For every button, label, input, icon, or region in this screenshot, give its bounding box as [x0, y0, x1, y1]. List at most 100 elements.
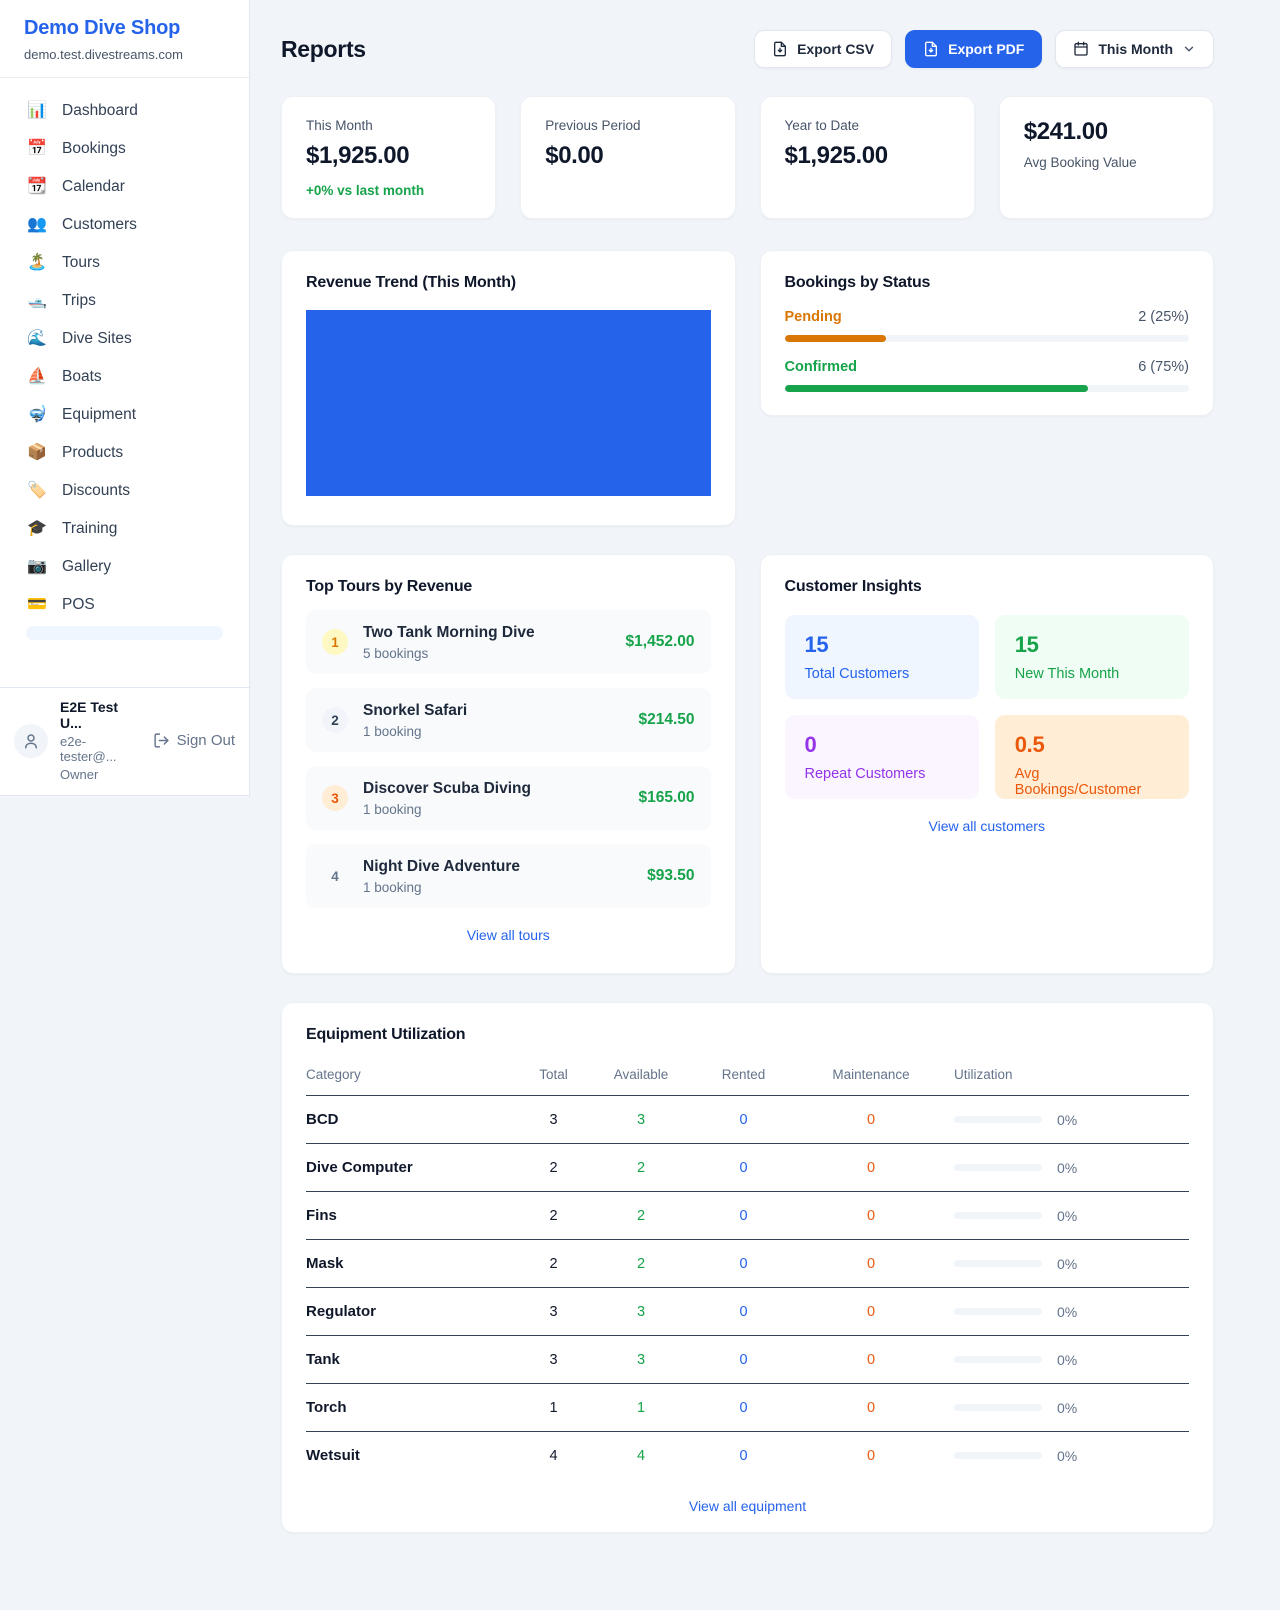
sidebar-item-products[interactable]: 📦 Products: [16, 434, 233, 472]
tile-value: 15: [1014, 632, 1039, 657]
utilization-percent: 0%: [1057, 1159, 1078, 1176]
tile-label: Repeat Customers: [804, 766, 926, 782]
tour-row: 1 Two Tank Morning Dive 5 bookings $1,45…: [306, 610, 711, 674]
export-pdf-button[interactable]: Export PDF: [905, 30, 1043, 68]
column-header-rented: Rented: [681, 1057, 806, 1096]
utilization-percent: 0%: [1057, 1303, 1078, 1320]
revenue-trend-card: Revenue Trend (This Month): [281, 250, 736, 526]
table-row: Regulator 3 3 0 0 0%: [306, 1287, 1189, 1336]
charts-row: Revenue Trend (This Month) Bookings by S…: [281, 250, 1214, 526]
cell-maintenance: 0: [806, 1239, 936, 1288]
sidebar-item-label: Equipment: [62, 406, 137, 423]
cell-maintenance: 0: [806, 1287, 936, 1336]
person-icon: [25, 733, 37, 748]
cell-category: Tank: [306, 1335, 506, 1384]
tour-revenue: $93.50: [647, 867, 695, 884]
cell-category: BCD: [306, 1095, 506, 1144]
user-name: E2E Test U...: [60, 699, 119, 731]
sidebar-item-dive-sites[interactable]: 🌊 Dive Sites: [16, 320, 233, 358]
tile-label: Avg Bookings/Customer: [1014, 766, 1142, 798]
user-email: e2e-tester@...: [60, 734, 117, 764]
utilization-bar-track: [954, 1452, 1042, 1459]
stat-value: $1,925.00: [306, 142, 410, 169]
sidebar-item-reports-partial[interactable]: [26, 626, 223, 640]
sidebar-item-customers[interactable]: 👥 Customers: [16, 206, 233, 244]
export-pdf-label: Export PDF: [948, 41, 1025, 57]
utilization-percent: 0%: [1057, 1111, 1078, 1128]
cell-rented: 0: [681, 1287, 806, 1336]
bookings-status-title: Bookings by Status: [784, 274, 931, 291]
period-dropdown[interactable]: This Month: [1055, 30, 1214, 68]
sidebar-item-label: Dashboard: [62, 102, 138, 119]
user-info: E2E Test U... e2e-tester@... Owner: [60, 699, 141, 782]
sidebar-item-boats[interactable]: ⛵ Boats: [16, 358, 233, 396]
sidebar-item-label: Dive Sites: [62, 330, 132, 347]
bookings-calendar-icon: 📅: [27, 140, 47, 157]
sidebar-item-training[interactable]: 🎓 Training: [16, 510, 233, 548]
table-row: Fins 2 2 0 0 0%: [306, 1191, 1189, 1240]
utilization-percent: 0%: [1057, 1255, 1078, 1272]
export-csv-button[interactable]: Export CSV: [754, 30, 893, 68]
cell-maintenance: 0: [806, 1143, 936, 1192]
cell-available: 3: [601, 1095, 681, 1144]
tile-label: Total Customers: [804, 666, 910, 682]
cell-available: 2: [601, 1143, 681, 1192]
sign-out-button[interactable]: Sign Out: [153, 732, 235, 749]
cell-total: 2: [506, 1143, 601, 1192]
sidebar-item-discounts[interactable]: 🏷️ Discounts: [16, 472, 233, 510]
customers-icon: 👥: [27, 216, 47, 233]
tour-name: Two Tank Morning Dive: [363, 623, 535, 641]
cell-available: 2: [601, 1239, 681, 1288]
sidebar-item-calendar[interactable]: 📆 Calendar: [16, 168, 233, 206]
tour-name: Discover Scuba Diving: [363, 779, 531, 797]
wave-icon: 🌊: [27, 330, 47, 347]
diving-mask-icon: 🤿: [27, 406, 47, 423]
table-row: Dive Computer 2 2 0 0 0%: [306, 1143, 1189, 1192]
utilization-percent: 0%: [1057, 1447, 1078, 1464]
stat-card-previous-period: Previous Period $0.00: [520, 96, 736, 219]
sidebar-item-tours[interactable]: 🏝️ Tours: [16, 244, 233, 282]
sidebar-item-equipment[interactable]: 🤿 Equipment: [16, 396, 233, 434]
header-actions: Export CSV Export PDF This Month: [754, 30, 1214, 68]
sidebar-item-label: Bookings: [62, 140, 126, 157]
logout-icon: [154, 733, 169, 748]
sidebar-item-label: POS: [62, 596, 95, 613]
sidebar-item-bookings[interactable]: 📅 Bookings: [16, 130, 233, 168]
sidebar-item-gallery[interactable]: 📷 Gallery: [16, 548, 233, 586]
view-all-tours-link[interactable]: View all tours: [466, 927, 550, 943]
tour-revenue: $1,452.00: [625, 633, 695, 650]
tour-row: 4 Night Dive Adventure 1 booking $93.50: [306, 844, 711, 908]
sidebar-item-trips[interactable]: 🛥️ Trips: [16, 282, 233, 320]
sidebar-item-pos[interactable]: 💳 POS: [16, 586, 233, 624]
column-header-available: Available: [601, 1057, 681, 1096]
cell-total: 4: [549, 1447, 558, 1464]
cell-rented: 0: [681, 1383, 806, 1432]
insight-tiles: 15 Total Customers 15 New This Month 0 R…: [784, 615, 1189, 799]
sidebar-item-dashboard[interactable]: 📊 Dashboard: [16, 92, 233, 130]
cell-rented: 0: [681, 1191, 806, 1240]
sign-out-label: Sign Out: [176, 732, 235, 749]
stat-label: Year to Date: [784, 118, 860, 133]
cell-category: Mask: [306, 1239, 506, 1288]
period-label: This Month: [1098, 41, 1173, 57]
tour-name: Night Dive Adventure: [363, 857, 521, 875]
cell-rented: 0: [681, 1335, 806, 1384]
page-title: Reports: [281, 35, 366, 62]
cell-maintenance: 0: [806, 1383, 936, 1432]
view-all-equipment-link[interactable]: View all equipment: [688, 1498, 807, 1514]
lists-row: Top Tours by Revenue 1 Two Tank Morning …: [281, 554, 1214, 974]
view-all-customers-link[interactable]: View all customers: [928, 818, 1045, 834]
column-header-utilization: Utilization: [936, 1057, 1189, 1096]
column-header-maintenance: Maintenance: [806, 1057, 936, 1096]
cell-total: 2: [506, 1191, 601, 1240]
tour-bookings: 1 booking: [363, 801, 422, 817]
file-download-icon: [925, 41, 938, 57]
column-header-total: Total: [506, 1057, 601, 1096]
table-header-row: Category Total Available Rented Maintena…: [306, 1057, 1189, 1096]
sidebar-item-label: Tours: [62, 254, 100, 271]
cell-maintenance: 0: [806, 1335, 936, 1384]
cell-available: 3: [601, 1335, 681, 1384]
cell-total: 3: [506, 1335, 601, 1384]
tour-bookings: 5 bookings: [363, 645, 429, 661]
sidebar-nav: 📊 Dashboard 📅 Bookings 📆 Calendar 👥 Cust…: [0, 78, 249, 640]
